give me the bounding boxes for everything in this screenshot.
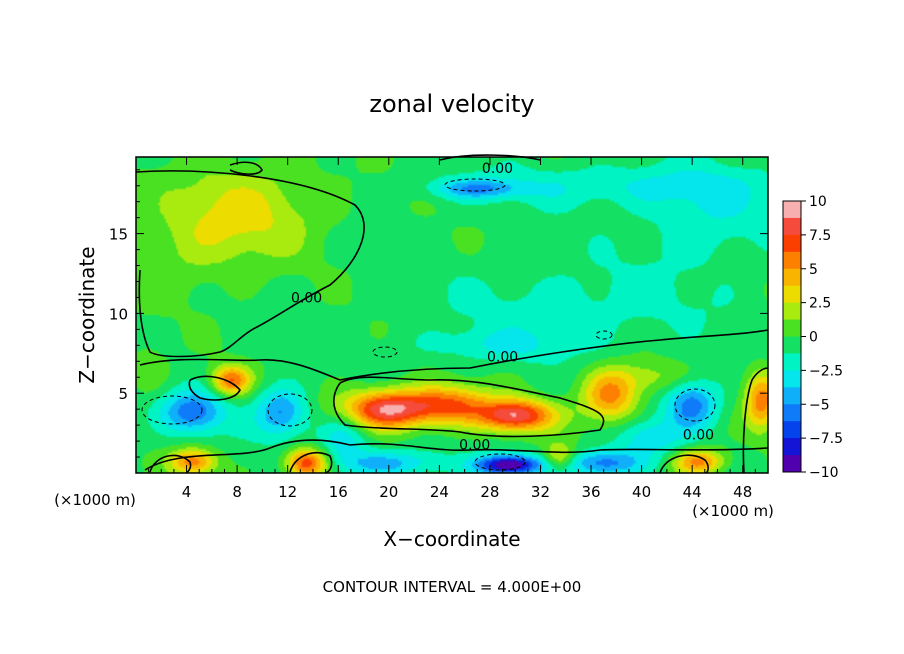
- contour-interval-note: CONTOUR INTERVAL = 4.000E+00: [323, 578, 582, 596]
- contour-label: 0.00: [683, 428, 714, 444]
- x-tick-label: 40: [632, 483, 651, 501]
- x-unit-left: (×1000 m): [54, 491, 136, 509]
- colorbar-tick-label: 5: [809, 262, 818, 278]
- colorbar-tick-label: 7.5: [809, 228, 831, 244]
- contour-label: 0.00: [482, 161, 513, 177]
- colorbar-tick-label: −7.5: [809, 431, 843, 447]
- colorbar-tick-label: −2.5: [809, 363, 843, 379]
- y-tick-label: 5: [118, 385, 128, 403]
- colorbar-swatch: [783, 455, 801, 473]
- colorbar-swatch: [783, 201, 801, 219]
- zero-contours: [135, 154, 769, 474]
- colorbar-swatch: [783, 336, 801, 354]
- colorbar-swatch: [783, 251, 801, 270]
- colorbar-swatch: [783, 217, 801, 236]
- colorbar-swatch: [783, 387, 801, 405]
- colorbar-swatch: [783, 438, 801, 456]
- colorbar-tick-label: 10: [809, 194, 827, 210]
- heatmap-field: [136, 157, 768, 473]
- contour-label: 0.00: [487, 349, 518, 365]
- x-tick-label: 36: [581, 483, 600, 501]
- chart-title: zonal velocity: [369, 90, 534, 118]
- contour-label: 0.00: [291, 290, 322, 306]
- plot-area: 0.000.000.000.000.00 4 8 12 16 20 24 28 32 36 40 4…: [109, 154, 769, 501]
- negative-contours: [141, 178, 716, 471]
- y-axis-label: Z−coordinate: [75, 246, 99, 383]
- x-tick-label: 8: [232, 483, 242, 501]
- colorbar-swatch: [783, 353, 801, 371]
- x-axis-label: X−coordinate: [383, 527, 520, 551]
- x-tick-label: 20: [379, 483, 398, 501]
- x-tick-label: 16: [329, 483, 348, 501]
- y-tick-label: 15: [109, 226, 128, 244]
- colorbar-tick-label: −10: [809, 465, 839, 481]
- colorbar: 10 7.5 5 2.5 0 −2.5 −5 −7.5 −10: [782, 194, 843, 481]
- x-tick-label: 28: [480, 483, 499, 501]
- x-unit-right: (×1000 m): [692, 502, 774, 520]
- y-axis-ticks: 5 10 15: [109, 169, 768, 458]
- colorbar-swatch: [783, 370, 801, 388]
- contour-label: 0.00: [459, 437, 490, 453]
- colorbar-tick-label: −5: [809, 397, 830, 413]
- x-tick-label: 12: [278, 483, 297, 501]
- x-tick-label: 44: [683, 483, 702, 501]
- colorbar-swatch: [783, 404, 801, 422]
- colorbar-swatches: [783, 201, 801, 473]
- colorbar-swatch: [783, 268, 801, 287]
- colorbar-swatch: [783, 421, 801, 439]
- colorbar-tick-label: 0: [809, 330, 818, 346]
- colorbar-swatch: [783, 302, 801, 321]
- colorbar-tick-label: 2.5: [809, 296, 831, 312]
- x-tick-label: 32: [531, 483, 550, 501]
- colorbar-ticks: 10 7.5 5 2.5 0 −2.5 −5 −7.5 −10: [801, 194, 843, 481]
- colorbar-swatch: [783, 285, 801, 304]
- x-tick-label: 48: [733, 483, 752, 501]
- y-tick-label: 10: [109, 305, 128, 323]
- colorbar-swatch: [783, 234, 801, 253]
- x-tick-label: 4: [182, 483, 192, 501]
- contour-labels: 0.00 0.00 0.00 0.00 0.00: [291, 161, 714, 453]
- x-tick-label: 24: [430, 483, 449, 501]
- colorbar-swatch: [783, 319, 801, 337]
- x-axis-ticks: 4 8 12 16 20 24 28 32 36 40 44 48: [148, 157, 756, 501]
